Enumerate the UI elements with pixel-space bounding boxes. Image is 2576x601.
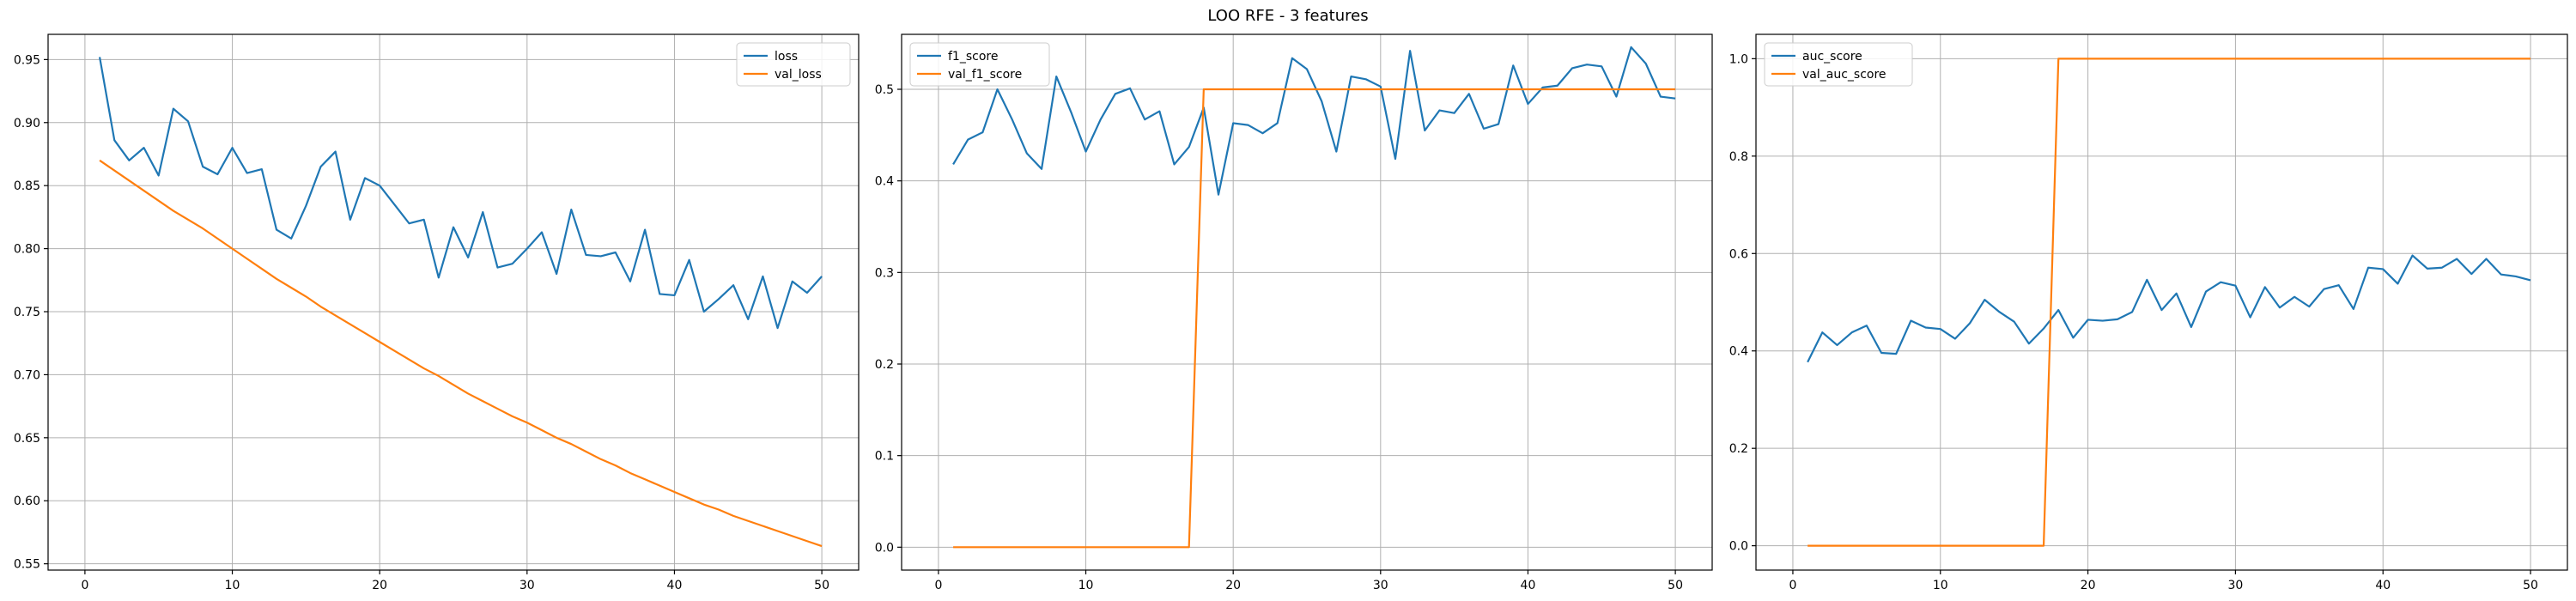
y-tick-label: 0.6: [1729, 247, 1748, 261]
plot-area: [48, 34, 859, 570]
series-line-auc-score: [1807, 254, 2531, 363]
x-tick-label: 20: [372, 579, 387, 592]
x-tick-label: 50: [1668, 579, 1683, 592]
legend-label: val_f1_score: [948, 68, 1022, 82]
legend: loss val_loss: [736, 42, 851, 87]
x-tick-label: 40: [2375, 579, 2391, 592]
y-tick-label: 0.95: [14, 53, 40, 67]
y-tick-label: 0.0: [875, 541, 894, 555]
x-tick-label: 0: [934, 579, 942, 592]
x-tick-label: 30: [2227, 579, 2243, 592]
legend: f1_score val_f1_score: [909, 42, 1050, 87]
series-line-val-auc-score: [1807, 58, 2531, 547]
series-line-val-loss: [99, 159, 823, 548]
y-tick-label: 0.4: [1729, 345, 1748, 359]
y-tick-label: 0.75: [14, 306, 40, 319]
x-tick-label: 50: [2523, 579, 2538, 592]
y-tick-label: 0.5: [875, 83, 894, 97]
x-tick-label: 0: [1789, 579, 1796, 592]
x-tick-label: 40: [667, 579, 683, 592]
x-tick-label: 10: [1933, 579, 1948, 592]
y-tick-label: 0.65: [14, 432, 40, 446]
legend-label: loss: [775, 50, 798, 64]
plot-area: [902, 34, 1712, 570]
x-tick-label: 20: [1225, 579, 1241, 592]
axes-frame: [47, 33, 860, 571]
legend-box: [736, 42, 851, 87]
legend-label: val_auc_score: [1802, 68, 1886, 82]
subplot-loss: 0 10 20 30 40 50 0.55 0.60 0.65 0.70 0.75 0.80 0.85 0…: [14, 33, 860, 592]
x-tick-label: 40: [1521, 579, 1536, 592]
axes-frame: [901, 33, 1713, 571]
subplot-f1-score: 0 10 20 30 40 50 0.0 0.1 0.2 0.3 0.4 0.5 f1_scoreval…: [875, 33, 1713, 592]
legend-label: auc_score: [1802, 50, 1862, 64]
x-tick-label: 20: [2081, 579, 2096, 592]
subplot-auc-score: 0 10 20 30 40 50 0.0 0.2 0.4 0.6 0.8 1.0 auc_scoreva…: [1729, 33, 2568, 592]
y-tick-label: 0.3: [875, 266, 894, 280]
legend-box: [1764, 42, 1913, 87]
x-tick-label: 30: [1373, 579, 1388, 592]
series-line-loss: [98, 57, 823, 330]
y-tick-label: 0.4: [875, 175, 894, 189]
legend-label: f1_score: [948, 50, 998, 64]
plot-area: [1756, 34, 2567, 570]
y-tick-label: 0.1: [875, 450, 894, 464]
legend: auc_score val_auc_score: [1764, 42, 1913, 87]
y-tick-label: 0.55: [14, 558, 40, 572]
y-tick-label: 0.2: [1729, 442, 1748, 456]
legend-box: [909, 42, 1050, 87]
x-tick-label: 10: [1078, 579, 1094, 592]
series-line-val-f1-score: [953, 88, 1676, 549]
y-tick-label: 0.8: [1729, 150, 1748, 164]
x-tick-label: 50: [814, 579, 829, 592]
y-tick-label: 0.90: [14, 117, 40, 131]
y-tick-label: 0.2: [875, 358, 894, 372]
y-tick-label: 0.70: [14, 368, 40, 382]
y-tick-label: 0.0: [1729, 540, 1748, 554]
axes-frame: [1755, 33, 2568, 571]
x-tick-label: 30: [519, 579, 535, 592]
series-line-f1-score: [952, 46, 1676, 196]
y-tick-label: 0.85: [14, 179, 40, 193]
x-tick-label: 10: [225, 579, 240, 592]
x-tick-label: 0: [81, 579, 88, 592]
legend-label: val_loss: [775, 68, 822, 82]
y-tick-label: 0.60: [14, 495, 40, 508]
figure-title: LOO RFE - 3 features: [1207, 7, 1369, 25]
y-tick-label: 0.80: [14, 243, 40, 257]
y-tick-label: 1.0: [1729, 52, 1748, 66]
